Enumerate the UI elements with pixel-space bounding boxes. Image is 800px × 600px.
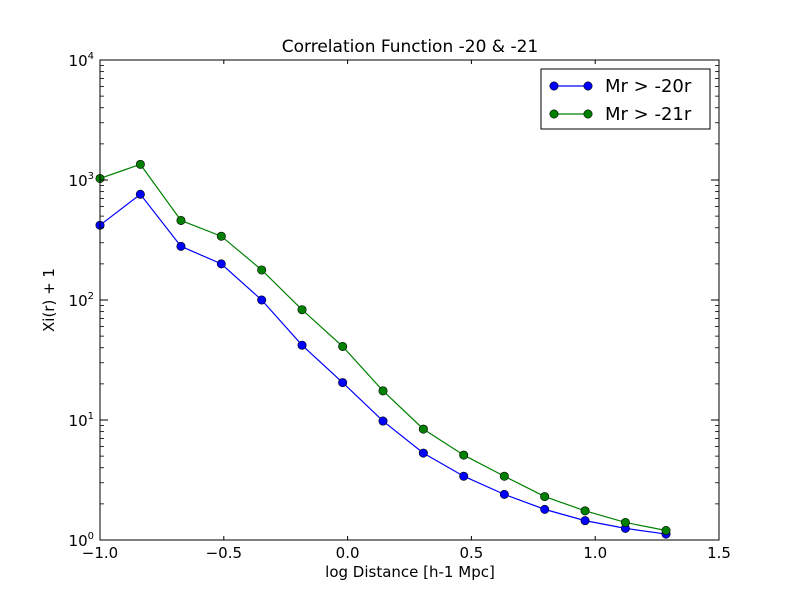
- legend-marker: [549, 109, 559, 119]
- data-point: [257, 265, 267, 275]
- legend: Mr > -20r Mr > -21r: [540, 68, 711, 130]
- data-point: [499, 489, 509, 499]
- data-point: [418, 424, 428, 434]
- y-tick-label: 102: [69, 291, 94, 310]
- data-point: [418, 448, 428, 458]
- data-point: [378, 416, 388, 426]
- x-tick-label: 0.5: [459, 544, 483, 562]
- legend-marker: [549, 81, 559, 91]
- data-point: [216, 259, 226, 269]
- data-point: [297, 340, 307, 350]
- x-tick-label: 1.0: [583, 544, 607, 562]
- data-point: [580, 516, 590, 526]
- legend-marker: [583, 81, 593, 91]
- legend-label: Mr > -21r: [605, 104, 692, 125]
- data-point: [620, 517, 630, 527]
- data-point: [540, 492, 550, 502]
- data-point: [378, 386, 388, 396]
- x-tick-label: −0.5: [206, 544, 242, 562]
- data-point: [338, 378, 348, 388]
- y-tick-label: 101: [69, 411, 94, 430]
- data-point: [176, 215, 186, 225]
- data-point: [338, 341, 348, 351]
- y-tick-label: 100: [69, 531, 94, 550]
- y-tick-label: 104: [69, 51, 94, 70]
- legend-box: [540, 68, 711, 130]
- data-point: [257, 295, 267, 305]
- chart-title: Correlation Function -20 & -21: [282, 37, 538, 57]
- data-point: [297, 305, 307, 315]
- data-point: [661, 525, 671, 535]
- data-point: [176, 241, 186, 251]
- x-tick-label: 0.0: [336, 544, 360, 562]
- data-point: [135, 159, 145, 169]
- y-axis-label: Xi(r) + 1: [40, 268, 58, 332]
- data-point: [135, 189, 145, 199]
- legend-label: Mr > -20r: [605, 76, 692, 97]
- data-point: [580, 506, 590, 516]
- data-point: [459, 450, 469, 460]
- data-point: [216, 231, 226, 241]
- data-point: [540, 504, 550, 514]
- y-tick-label: 103: [69, 171, 94, 190]
- x-tick-label: 1.5: [707, 544, 731, 562]
- x-tick-label: −1.0: [82, 544, 118, 562]
- plot-area: [95, 159, 671, 539]
- legend-marker: [583, 109, 593, 119]
- data-point: [499, 471, 509, 481]
- axes: −1.0 −0.5 0.0 0.5 1.0 1.5 100 101 102 103 104: [69, 51, 731, 562]
- data-point: [459, 471, 469, 481]
- x-axis-label: log Distance [h-1 Mpc]: [325, 563, 495, 581]
